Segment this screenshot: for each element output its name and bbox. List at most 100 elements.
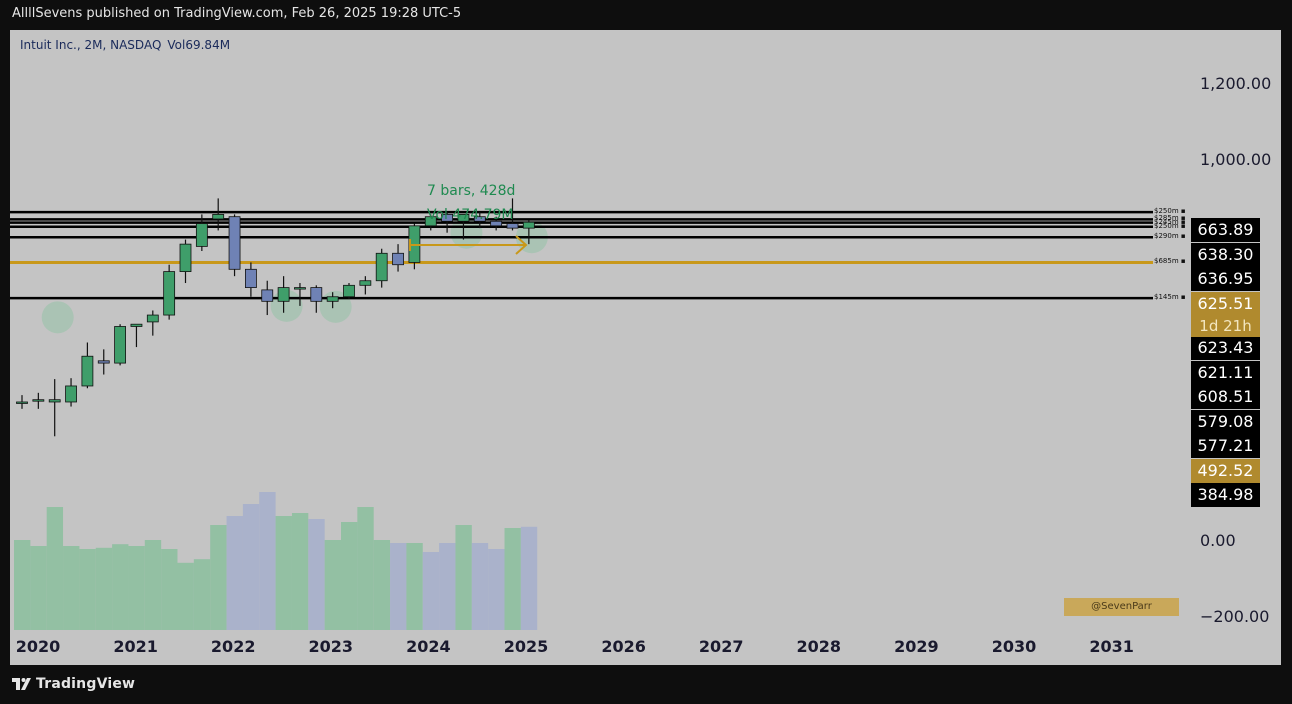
level-label: $250m ▪: [1154, 207, 1186, 216]
price-tag: 636.95: [1191, 267, 1260, 291]
x-tick-label: 2025: [504, 637, 549, 656]
candle-down[interactable]: [490, 220, 503, 227]
price-tag: 384.98: [1191, 483, 1260, 507]
candle-up[interactable]: [424, 216, 437, 227]
price-tag: 579.08: [1191, 410, 1260, 434]
candle-up[interactable]: [212, 213, 225, 220]
y-tick-label: 0.00: [1200, 531, 1236, 550]
price-tag: 621.11: [1191, 361, 1260, 385]
symbol-legend: Intuit Inc., 2M, NASDAQ Vol69.84M: [20, 38, 230, 52]
volume-bar: [455, 525, 472, 630]
volume-bar: [308, 519, 325, 630]
candle-up[interactable]: [326, 296, 339, 302]
candle-up[interactable]: [294, 287, 306, 290]
candle-down[interactable]: [392, 252, 404, 266]
x-tick-label: 2020: [16, 637, 61, 656]
highlight-circle: [450, 216, 483, 249]
measure-arrow: [409, 235, 528, 255]
volume-bar: [504, 528, 521, 630]
x-tick-label: 2021: [113, 637, 158, 656]
x-tick-label: 2024: [406, 637, 451, 656]
volume-bar: [259, 492, 276, 630]
candle-up[interactable]: [146, 314, 159, 323]
volume-bar: [210, 525, 227, 630]
price-tag: 663.89: [1191, 218, 1260, 242]
candle-down[interactable]: [310, 287, 323, 302]
symbol-volume: Vol69.84M: [167, 38, 231, 52]
x-tick-label: 2028: [797, 637, 842, 656]
chart-panel[interactable]: 2020 2021 2022 2023 2024 2025 2026 2027 2028 2029…: [10, 30, 1281, 665]
volume-bar: [63, 546, 80, 630]
candle-down[interactable]: [228, 216, 241, 270]
candle-up[interactable]: [163, 271, 176, 316]
candle-up[interactable]: [522, 221, 535, 229]
volume-bar: [46, 507, 64, 630]
candlestick-chart[interactable]: 2020 2021 2022 2023 2024 2025 2026 2027 2028 2029…: [10, 30, 1281, 665]
volume-bar: [128, 546, 145, 630]
x-tick-label: 2023: [309, 637, 354, 656]
level-label: $285m ▪: [1154, 214, 1186, 223]
candle-up[interactable]: [16, 401, 28, 404]
price-tag: 492.52: [1191, 459, 1260, 483]
y-tick-label: 1,200.00: [1200, 74, 1272, 93]
candle-down[interactable]: [97, 360, 110, 364]
candle-up[interactable]: [48, 399, 61, 403]
y-tick-label: 1,000.00: [1200, 150, 1272, 169]
level-label: $145m ▪: [1154, 293, 1186, 302]
x-tick-label: 2030: [992, 637, 1037, 656]
symbol-name: Intuit Inc., 2M, NASDAQ: [20, 38, 162, 52]
candle-down[interactable]: [473, 216, 486, 222]
x-tick-label: 2027: [699, 637, 744, 656]
highlight-circle: [41, 301, 74, 334]
candle-down[interactable]: [441, 213, 454, 222]
x-tick-label: 2031: [1089, 637, 1134, 656]
price-tag: 623.43: [1191, 336, 1260, 360]
volume-bar: [373, 540, 391, 630]
volume-bar: [161, 549, 178, 630]
volume-bar: [520, 526, 538, 630]
candle-up[interactable]: [457, 213, 470, 222]
candle-up[interactable]: [32, 399, 45, 402]
level-label: $250m ▪: [1154, 221, 1186, 230]
volume-bar: [177, 562, 194, 630]
candle-up[interactable]: [130, 323, 143, 327]
y-tick-label: −200.00: [1200, 607, 1270, 626]
author-watermark: @SevenParr: [1064, 598, 1179, 616]
candle-up[interactable]: [81, 355, 94, 387]
candle-down[interactable]: [506, 223, 519, 229]
volume-bar: [242, 504, 260, 630]
publish-bar: AllllSevens published on TradingView.com…: [0, 0, 1292, 30]
candle-down[interactable]: [244, 268, 257, 289]
candle-up[interactable]: [195, 223, 208, 247]
volume-bar: [95, 547, 113, 630]
candle-up[interactable]: [375, 252, 388, 282]
candles: [16, 198, 535, 437]
footer-bar: TradingView: [0, 666, 1292, 704]
volume-bar: [291, 513, 309, 630]
volume-bar: [422, 552, 440, 630]
x-tick-label: 2029: [894, 637, 939, 656]
measure-bars-label: 7 bars, 428d: [427, 183, 516, 199]
candle-up[interactable]: [179, 243, 192, 272]
candle-up[interactable]: [277, 287, 290, 302]
candle-down[interactable]: [261, 289, 274, 302]
volume-bar: [112, 544, 129, 630]
publish-text: AllllSevens published on TradingView.com…: [12, 6, 462, 21]
volume-bar: [226, 516, 243, 630]
bar-countdown: 1d 21h: [1191, 315, 1260, 337]
candle-up[interactable]: [65, 385, 77, 403]
volume-bar: [439, 543, 456, 630]
candle-up[interactable]: [114, 326, 126, 364]
volume-bar: [357, 507, 374, 630]
x-axis: 2020 2021 2022 2023 2024 2025 2026 2027 2028 2029…: [16, 637, 1134, 656]
volume-bar: [471, 543, 489, 630]
volume-bars: [14, 492, 538, 630]
volume-bar: [324, 540, 341, 630]
candle-up[interactable]: [343, 284, 355, 298]
volume-bar: [488, 549, 505, 630]
level-label: $290m ▪: [1154, 232, 1186, 241]
tradingview-logo-icon[interactable]: [12, 676, 34, 692]
tradingview-brand[interactable]: TradingView: [36, 676, 136, 692]
price-tag: 608.51: [1191, 385, 1260, 409]
candle-up[interactable]: [359, 280, 372, 286]
